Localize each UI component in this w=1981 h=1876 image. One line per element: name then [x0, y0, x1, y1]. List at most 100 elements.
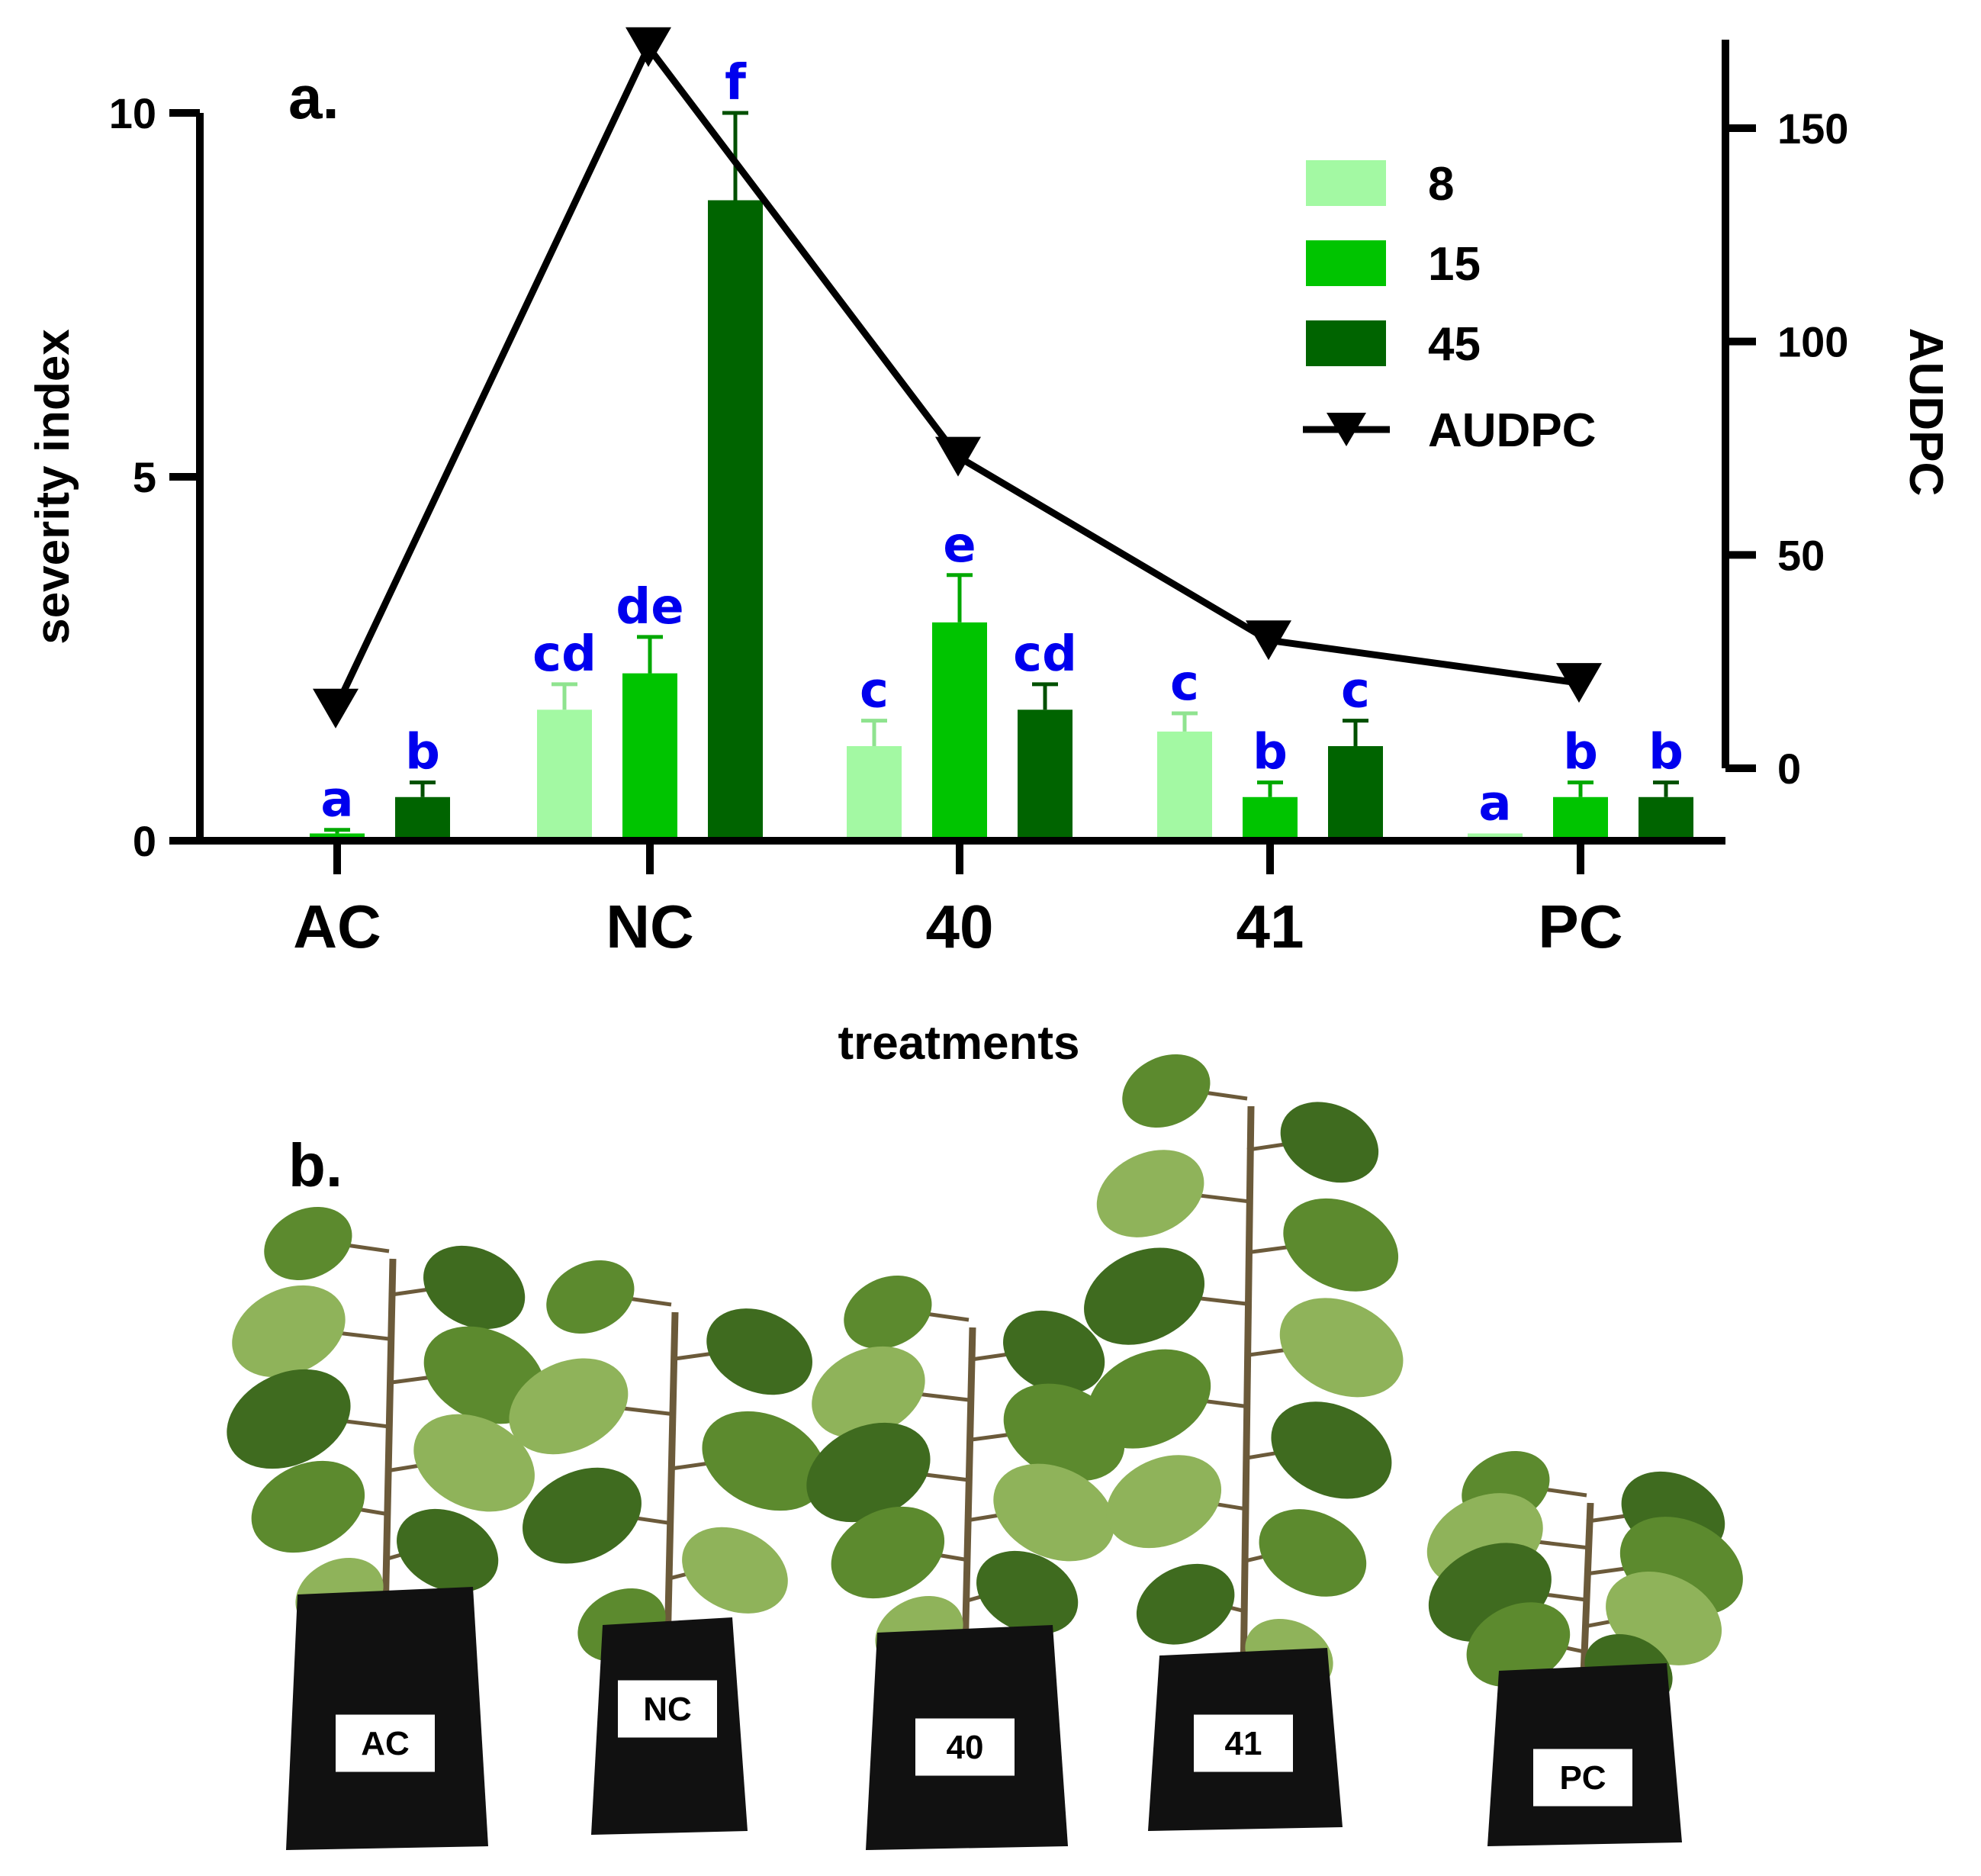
leaf — [1096, 1150, 1204, 1237]
leaf — [993, 1463, 1114, 1562]
bar-PC-15 — [1553, 796, 1608, 841]
panel-b-label: b. — [288, 1131, 342, 1199]
plant-PC: PC — [1426, 1450, 1743, 1846]
y-tick-label: 5 — [133, 453, 156, 501]
leaf — [413, 1414, 535, 1512]
pot-label-box — [1194, 1714, 1293, 1772]
x-tick-label: PC — [1538, 893, 1622, 961]
pot-label-box — [915, 1718, 1015, 1776]
leaf — [509, 1358, 629, 1455]
pot-label: 40 — [947, 1729, 984, 1766]
significance-letter: b — [1563, 725, 1598, 781]
bar-40-15 — [932, 622, 987, 841]
plant-stem — [1240, 1105, 1255, 1679]
significance-letter: cd — [1013, 626, 1077, 683]
leaf — [1259, 1509, 1367, 1597]
leaf — [812, 1346, 925, 1439]
significance-letter: de — [616, 579, 683, 636]
y2-tick-label: 0 — [1777, 745, 1801, 793]
legend-label: 15 — [1428, 238, 1481, 291]
significance-letter: b — [1648, 725, 1684, 781]
leaf — [1087, 1349, 1211, 1449]
leaf — [706, 1308, 812, 1395]
pot-label-box — [618, 1680, 717, 1738]
legend-marker-audpc — [1327, 413, 1366, 446]
y2-axis-title: AUDPC — [1899, 328, 1952, 496]
leaf — [1106, 1455, 1222, 1549]
audpc-line — [332, 43, 1580, 710]
bar-40-45 — [1018, 710, 1073, 841]
leaf — [232, 1285, 346, 1378]
leaf — [844, 1275, 932, 1350]
leaf — [227, 1369, 351, 1469]
plant-stem — [381, 1258, 397, 1618]
audpc-marker-40 — [935, 436, 981, 477]
y-tick-label: 0 — [133, 817, 156, 865]
panel-a-label: a. — [288, 63, 339, 131]
y2-tick-label: 100 — [1777, 318, 1848, 366]
pot-label-box — [1533, 1749, 1632, 1807]
pot-label: AC — [361, 1725, 410, 1762]
x-axis-title: treatments — [838, 1017, 1080, 1070]
legend-label: 45 — [1428, 318, 1481, 371]
plants-group: AC NC 40 41 PC — [227, 1054, 1743, 1850]
x-tick-label: NC — [606, 893, 694, 961]
x-ticks-group: AC NC 40 41 PC — [293, 841, 1623, 961]
leaf — [702, 1411, 826, 1511]
bar-NC-8 — [537, 710, 592, 841]
error-bars-group — [324, 111, 1679, 834]
leaf — [1280, 1102, 1379, 1183]
audpc-marker-41 — [1246, 620, 1291, 661]
significance-letter: cd — [532, 626, 597, 683]
significance-letter: c — [1341, 663, 1370, 719]
legend: 8 15 45 AUDPC — [1303, 158, 1596, 457]
bars-group — [310, 200, 1693, 841]
plant-40: 40 — [806, 1275, 1125, 1850]
y2-ticks-group: 0 50 100 150 — [1725, 105, 1848, 793]
significance-letter: f — [725, 55, 747, 111]
bar-41-45 — [1328, 745, 1383, 841]
pot-label: NC — [643, 1691, 692, 1728]
pot-label: PC — [1559, 1759, 1606, 1797]
bar-41-15 — [1243, 796, 1298, 841]
y-ticks-group: 0 5 10 — [109, 89, 200, 865]
y-tick-label: 10 — [109, 89, 156, 137]
significance-letter: e — [943, 517, 976, 574]
legend-swatch-15 — [1306, 240, 1386, 286]
leaf — [806, 1422, 931, 1523]
leaf — [264, 1206, 352, 1281]
leaf — [1271, 1401, 1392, 1499]
bar-NC-45 — [708, 200, 763, 841]
leaf — [1084, 1247, 1205, 1345]
leaf — [397, 1508, 499, 1593]
significance-letter: a — [1478, 775, 1511, 832]
leaf — [546, 1260, 635, 1334]
audpc-marker-PC — [1556, 663, 1602, 703]
significance-letter: c — [1170, 655, 1199, 712]
bar-41-8 — [1157, 731, 1212, 841]
bar-PC-45 — [1639, 796, 1693, 841]
leaf — [1283, 1198, 1399, 1292]
audpc-line-group — [313, 27, 1602, 729]
x-tick-label: 41 — [1237, 893, 1304, 961]
bar-NC-15 — [622, 673, 677, 841]
leaf — [251, 1460, 365, 1553]
audpc-marker-AC — [313, 688, 359, 729]
significance-letter: b — [405, 725, 440, 781]
legend-label: 8 — [1428, 158, 1454, 211]
plant-41: 41 — [1084, 1054, 1404, 1831]
plant-stem — [664, 1311, 679, 1649]
plant-NC: NC — [509, 1260, 826, 1835]
leaf — [1003, 1310, 1105, 1395]
plant-photo: b. AC NC 40 41 PC — [227, 1054, 1743, 1850]
legend-swatch-45 — [1306, 320, 1386, 366]
y2-tick-label: 50 — [1777, 531, 1825, 579]
leaf — [831, 1506, 945, 1599]
pot-label-box — [336, 1714, 435, 1772]
y2-tick-label: 150 — [1777, 105, 1848, 153]
y-axis-title: severity index — [27, 329, 79, 645]
leaf — [976, 1550, 1079, 1635]
